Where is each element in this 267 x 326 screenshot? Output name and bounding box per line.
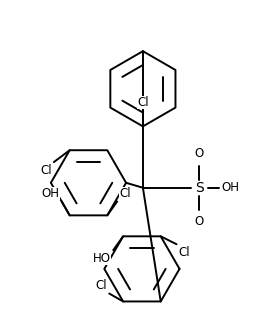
Text: S: S xyxy=(195,181,204,195)
Text: Cl: Cl xyxy=(179,246,190,259)
Text: Cl: Cl xyxy=(40,164,52,177)
Text: OH: OH xyxy=(221,181,239,194)
Text: OH: OH xyxy=(42,186,60,200)
Text: O: O xyxy=(195,147,204,160)
Text: Cl: Cl xyxy=(137,96,149,109)
Text: Cl: Cl xyxy=(96,278,107,291)
Text: Cl: Cl xyxy=(119,186,131,200)
Text: HO: HO xyxy=(93,252,111,265)
Text: O: O xyxy=(195,215,204,229)
